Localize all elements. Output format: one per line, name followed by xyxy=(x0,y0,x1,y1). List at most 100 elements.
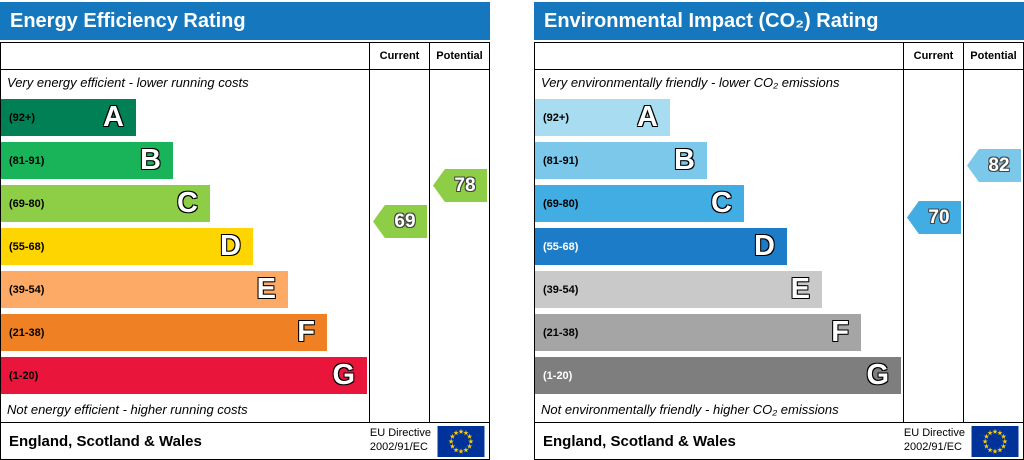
energy-table-footer: England, Scotland & Wales EU Directive 2… xyxy=(1,422,489,459)
band-row-e: (39-54) E xyxy=(1,268,369,311)
energy-chart-title: Energy Efficiency Rating xyxy=(10,9,246,32)
band-bar-a: (92+) A xyxy=(1,99,136,136)
energy-potential-column: Potential 78 xyxy=(429,43,489,422)
energy-rating-table: Very energy efficient - lower running co… xyxy=(0,42,490,460)
energy-potential-arrow: 78 xyxy=(433,169,487,202)
band-row-g: (1-20) G xyxy=(535,354,903,397)
band-row-d: (55-68) D xyxy=(535,225,903,268)
environment-potential-value: 82 xyxy=(988,154,1010,176)
environment-chart-title: Environmental Impact (CO₂) Rating xyxy=(544,9,879,32)
band-range-label: (1-20) xyxy=(9,369,39,382)
band-range-label: (69-80) xyxy=(543,197,579,210)
band-range-label: (55-68) xyxy=(543,240,579,253)
table-corner xyxy=(1,43,369,70)
band-range-label: (1-20) xyxy=(543,369,573,382)
band-range-label: (92+) xyxy=(9,111,35,124)
environment-potential-arrow: 82 xyxy=(967,149,1021,182)
band-range-label: (21-38) xyxy=(9,326,45,339)
band-row-b: (81-91) B xyxy=(535,139,903,182)
band-bar-c: (69-80) C xyxy=(535,185,744,222)
region-label: England, Scotland & Wales xyxy=(9,432,202,450)
table-corner xyxy=(535,43,903,70)
environment-potential-column: Potential 82 xyxy=(963,43,1023,422)
environment-table-footer: England, Scotland & Wales EU Directive 2… xyxy=(535,422,1023,459)
eu-flag-icon xyxy=(437,425,485,457)
band-bar-d: (55-68) D xyxy=(1,228,253,265)
environment-bottom-note: Not environmentally friendly - higher CO… xyxy=(541,402,839,417)
environment-top-note: Very environmentally friendly - lower CO… xyxy=(541,75,840,90)
eu-directive-label: EU Directive 2002/91/EC xyxy=(904,427,965,455)
environmental-impact-chart: Environmental Impact (CO₂) Rating Very e… xyxy=(534,2,1024,460)
energy-current-value: 69 xyxy=(394,210,416,232)
band-range-label: (21-38) xyxy=(543,326,579,339)
band-letter: F xyxy=(831,316,849,348)
environment-chart-title-bar: Environmental Impact (CO₂) Rating xyxy=(534,2,1024,40)
band-range-label: (39-54) xyxy=(9,283,45,296)
band-letter: G xyxy=(866,359,889,391)
band-letter: A xyxy=(637,101,658,133)
energy-bands-area: Very energy efficient - lower running co… xyxy=(1,70,369,422)
band-range-label: (81-91) xyxy=(9,154,45,167)
band-row-c: (69-80) C xyxy=(535,182,903,225)
region-label: England, Scotland & Wales xyxy=(543,432,736,450)
environment-current-column: Current 70 xyxy=(903,43,963,422)
current-column-header: Current xyxy=(370,43,429,70)
band-letter: F xyxy=(297,316,315,348)
energy-efficiency-chart: Energy Efficiency Rating Very energy eff… xyxy=(0,2,490,460)
energy-chart-title-bar: Energy Efficiency Rating xyxy=(0,2,490,40)
energy-potential-value: 78 xyxy=(454,174,476,196)
band-row-a: (92+) A xyxy=(535,96,903,139)
band-row-a: (92+) A xyxy=(1,96,369,139)
band-row-d: (55-68) D xyxy=(1,225,369,268)
band-letter: G xyxy=(332,359,355,391)
band-row-f: (21-38) F xyxy=(1,311,369,354)
eu-flag-icon xyxy=(971,425,1019,457)
band-range-label: (92+) xyxy=(543,111,569,124)
band-range-label: (55-68) xyxy=(9,240,45,253)
eu-directive-line1: EU Directive xyxy=(369,427,431,440)
energy-current-column: Current 69 xyxy=(369,43,429,422)
band-letter: B xyxy=(140,144,161,176)
environment-current-value: 70 xyxy=(928,206,950,228)
band-bar-e: (39-54) E xyxy=(1,271,288,308)
band-bar-b: (81-91) B xyxy=(1,142,173,179)
eu-directive-line2: 2002/91/EC xyxy=(369,441,428,453)
band-letter: B xyxy=(674,144,695,176)
band-letter: C xyxy=(711,187,732,219)
energy-top-note: Very energy efficient - lower running co… xyxy=(7,75,249,90)
band-bar-a: (92+) A xyxy=(535,99,670,136)
band-letter: C xyxy=(177,187,198,219)
potential-column-header: Potential xyxy=(964,43,1023,70)
band-letter: D xyxy=(220,230,241,262)
band-bar-g: (1-20) G xyxy=(535,357,901,394)
band-row-f: (21-38) F xyxy=(535,311,903,354)
eu-directive-line1: EU Directive xyxy=(903,427,965,440)
eu-directive-line2: 2002/91/EC xyxy=(903,441,962,453)
band-row-c: (69-80) C xyxy=(1,182,369,225)
band-bar-e: (39-54) E xyxy=(535,271,822,308)
current-column-header: Current xyxy=(904,43,963,70)
band-letter: E xyxy=(256,273,276,305)
band-row-g: (1-20) G xyxy=(1,354,369,397)
band-row-b: (81-91) B xyxy=(1,139,369,182)
environment-current-arrow: 70 xyxy=(907,201,961,234)
band-range-label: (81-91) xyxy=(543,154,579,167)
band-letter: E xyxy=(790,273,810,305)
band-bar-b: (81-91) B xyxy=(535,142,707,179)
band-range-label: (69-80) xyxy=(9,197,45,210)
environment-rating-table: Very environmentally friendly - lower CO… xyxy=(534,42,1024,460)
band-bar-f: (21-38) F xyxy=(535,314,861,351)
energy-bottom-note: Not energy efficient - higher running co… xyxy=(7,402,248,417)
band-row-e: (39-54) E xyxy=(535,268,903,311)
potential-column-header: Potential xyxy=(430,43,489,70)
eu-directive-label: EU Directive 2002/91/EC xyxy=(370,427,431,455)
band-bar-g: (1-20) G xyxy=(1,357,367,394)
energy-current-arrow: 69 xyxy=(373,205,427,238)
band-letter: A xyxy=(103,101,124,133)
environment-bands-area: Very environmentally friendly - lower CO… xyxy=(535,70,903,422)
band-bar-f: (21-38) F xyxy=(1,314,327,351)
band-bar-c: (69-80) C xyxy=(1,185,210,222)
band-bar-d: (55-68) D xyxy=(535,228,787,265)
band-letter: D xyxy=(754,230,775,262)
